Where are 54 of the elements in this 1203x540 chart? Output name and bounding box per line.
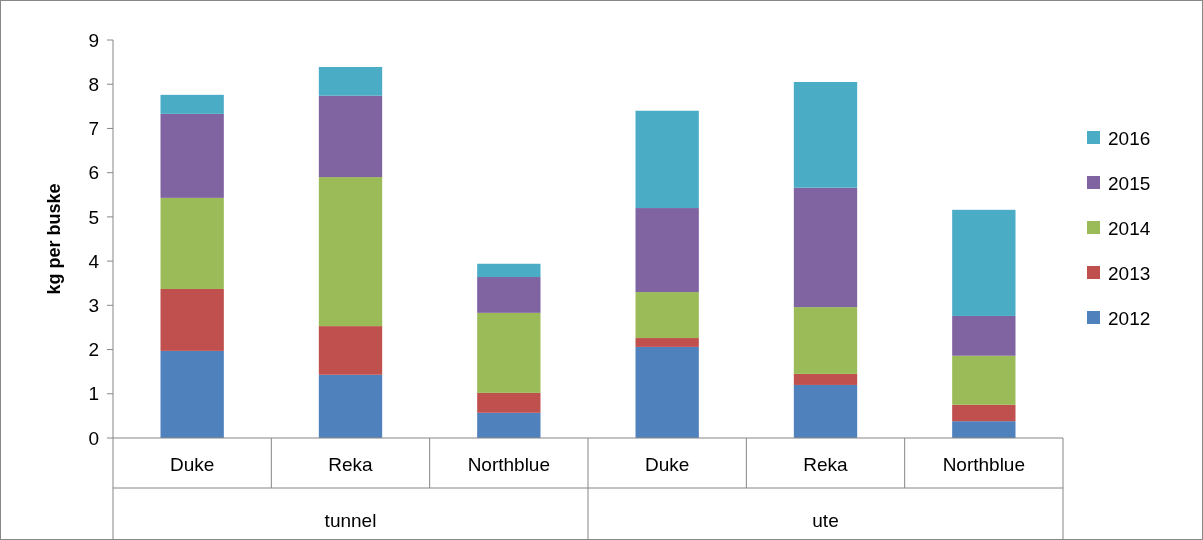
legend-label: 2016 <box>1108 127 1151 149</box>
bar <box>160 288 224 351</box>
bar <box>952 315 1016 356</box>
y-tick-label: 8 <box>88 73 99 95</box>
bar <box>793 187 858 308</box>
y-tick-label: 4 <box>88 250 100 272</box>
y-tick-label: 1 <box>88 383 99 405</box>
bar <box>318 374 383 438</box>
text: ute <box>812 510 839 531</box>
legend-label: 2015 <box>1108 172 1151 194</box>
bar <box>477 277 541 313</box>
bar <box>793 384 858 438</box>
bar <box>160 350 224 438</box>
bar <box>952 355 1016 405</box>
text: tunnel <box>324 510 377 531</box>
bar <box>318 66 383 96</box>
bar <box>952 209 1016 316</box>
y-axis-title: kg per buske <box>44 183 64 295</box>
bar <box>635 110 699 209</box>
y-tick-label: 5 <box>88 206 99 228</box>
x-tick-label: Reka <box>328 454 374 475</box>
bar <box>160 113 224 198</box>
legend-label: 2014 <box>1108 217 1151 239</box>
bar <box>477 263 541 278</box>
x-tick-label: Duke <box>169 454 215 475</box>
bar <box>793 82 858 188</box>
bar <box>477 392 541 413</box>
x-tick-label: Northblue <box>942 454 1026 475</box>
bar <box>477 412 541 438</box>
bar <box>318 95 383 178</box>
y-tick-label: 0 <box>88 427 99 449</box>
bar <box>635 346 699 438</box>
x-tick-label: Duke <box>644 454 690 475</box>
bar <box>793 307 858 374</box>
y-tick-label: 7 <box>88 118 99 140</box>
legend-label: 2013 <box>1108 262 1151 284</box>
x-tick-label: Northblue <box>467 454 551 475</box>
bar <box>477 312 541 393</box>
bar <box>952 404 1016 422</box>
bar <box>952 421 1016 438</box>
bar <box>160 94 224 114</box>
bar <box>635 208 699 293</box>
bar <box>160 197 224 289</box>
legend-label: 2012 <box>1108 307 1151 329</box>
x-tick-label: Reka <box>803 454 849 475</box>
bar <box>318 177 383 327</box>
y-tick-label: 6 <box>88 162 99 184</box>
bar <box>793 373 858 385</box>
y-tick-label: 2 <box>88 339 99 361</box>
bar <box>635 338 699 347</box>
bar <box>635 292 699 339</box>
bar <box>318 326 383 375</box>
y-tick-label: 3 <box>88 294 99 316</box>
y-tick-label: 9 <box>88 29 99 51</box>
